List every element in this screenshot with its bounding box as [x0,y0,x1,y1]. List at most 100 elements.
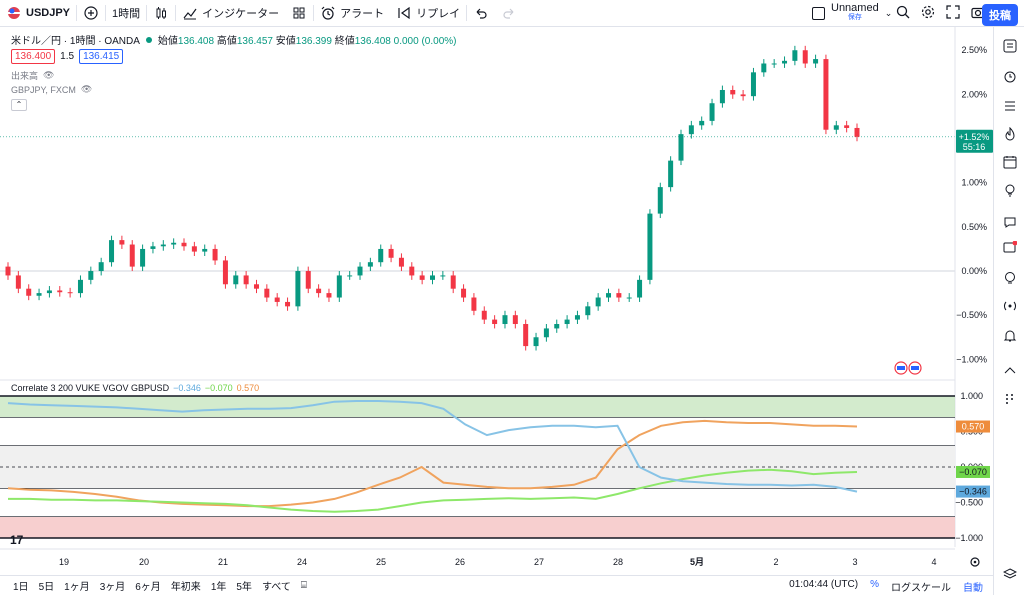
range-button[interactable]: 年初来 [170,582,201,593]
indicators-button[interactable]: インジケーター [176,0,285,27]
range-button[interactable]: 1ヶ月 [64,582,90,593]
low-label: 安値 [275,36,296,47]
candle-body [833,125,839,130]
event-flag-icon[interactable] [908,361,922,375]
calendar-range-icon[interactable]: ⌸ [300,580,307,591]
compare-legend[interactable]: GBPJPY, FXCM 👁 [11,84,92,95]
status-dot [145,36,152,43]
chart-area[interactable]: 2.50%2.00%1.50%1.00%0.50%0.00%−0.50%−1.0… [0,27,993,575]
indicator-legend[interactable]: Correlate 3 200 VUKE VGOV GBPUSD −0.346 … [11,383,259,393]
candle-body [574,315,580,320]
candle-body [212,248,218,261]
log-toggle[interactable]: ログスケール [891,583,951,594]
sell-button[interactable]: 136.400 [11,49,56,64]
event-flag-icon[interactable] [894,361,908,375]
indicator-name: Correlate 3 200 VUKE VGOV GBPUSD [11,383,170,393]
undo-icon [476,8,487,19]
fullscreen-icon[interactable] [945,4,961,20]
more-icon[interactable] [1003,391,1017,405]
buy-button[interactable]: 136.415 [79,49,124,64]
time-tick-label: 2 [773,557,778,567]
gear-icon[interactable] [920,4,936,20]
candle-body [782,60,788,64]
redo-button[interactable] [495,0,523,27]
range-button[interactable]: 3ヶ月 [99,582,126,593]
range-button[interactable]: 6ヶ月 [135,582,161,593]
chart-title[interactable]: 米ドル／円 · 1時間 · OANDA [11,36,140,47]
idea-icon[interactable] [1003,271,1017,285]
broadcast-icon[interactable] [1003,299,1017,313]
range-button[interactable]: 1日 [13,582,29,593]
eye-icon[interactable]: 👁 [80,84,93,94]
candle-body [637,279,643,298]
layers-icon[interactable] [1003,567,1017,581]
chart-canvas[interactable]: 2.50%2.00%1.50%1.00%0.50%0.00%−0.50%−1.0… [0,27,993,575]
chart-type-button[interactable] [147,0,175,27]
watchlist-icon[interactable] [1003,39,1017,53]
compare-button[interactable] [77,0,105,27]
price-tick-label: 0.00% [961,266,987,276]
percent-toggle[interactable]: % [870,579,879,590]
candle-body [419,275,425,280]
candle-body [616,293,622,298]
layout-name[interactable]: Unnamed 保存 ⌄ [812,3,892,23]
range-button[interactable]: 5日 [38,582,55,593]
volume-legend[interactable]: 出来高 👁 [11,69,54,82]
alert-button[interactable]: アラート [314,0,390,27]
list-icon[interactable] [1003,99,1017,113]
candle-body [750,72,756,97]
candle-body [668,160,674,188]
candle-body [440,275,446,277]
replay-label: リプレイ [416,8,461,20]
candle-body [171,242,177,245]
search-icon[interactable] [895,4,911,20]
bottom-bar: 1日 5日 1ヶ月 3ヶ月 6ヶ月 年初来 1年 5年 すべて ⌸ 01:04:44 (UTC)… [0,575,993,595]
time-tick-label: 27 [534,557,544,567]
indicator-value-blue: −0.346 [173,383,201,393]
tradingview-logo-icon: 17 [10,533,24,547]
candle-body [119,240,125,245]
time-axis[interactable]: 19 20 21 24 25 26 27 28 5月 2 3 4 17 [0,533,980,567]
axis-settings-gear-icon[interactable] [970,557,980,567]
layouts-button[interactable] [285,0,313,27]
replay-button[interactable]: リプレイ [390,0,466,27]
range-button[interactable]: 1年 [210,582,227,593]
candle-body [761,63,767,73]
price-tick-label: −1.00% [956,354,987,364]
gear-ring [970,557,980,567]
publish-button[interactable]: 投稿 [982,4,1018,26]
time-tick-label: 4 [931,557,936,567]
top-toolbar: USDJPY 1時間 インジケーター アラート リプレイ Unnamed 保存 … [0,0,1024,27]
message-icon[interactable] [1003,241,1017,255]
lightbulb-icon[interactable] [1003,183,1017,197]
alarm-icon [321,6,335,20]
symbol-search[interactable]: USDJPY [0,0,76,27]
candle-body [802,50,808,64]
eye-icon[interactable]: 👁 [43,70,55,80]
candle-body [357,266,363,276]
indicator-value-label: −0.070 [959,467,987,477]
collapse-legend-button[interactable]: ⌃ [11,99,27,111]
time-tick-label: 24 [297,557,307,567]
alarm-clock-icon[interactable] [1003,69,1017,83]
candle-body [606,293,612,298]
range-button[interactable]: 5年 [236,582,252,593]
indicator-value-badge [956,465,990,478]
candle-body [823,59,829,130]
interval-button[interactable]: 1時間 [106,0,146,27]
candle-body [388,248,394,258]
undo-button[interactable] [467,0,495,27]
candle-body [295,271,301,307]
expand-icon[interactable] [1003,365,1017,379]
fire-icon[interactable] [1003,127,1017,141]
layout-status: 保存 [847,14,862,21]
calendar-icon[interactable] [1003,155,1017,169]
range-button[interactable]: すべて [261,582,291,593]
auto-toggle[interactable]: 自動 [963,583,983,594]
indicators-label: インジケーター [202,8,280,20]
bell-icon[interactable] [1003,329,1017,343]
indicator-value-label: −0.346 [959,487,987,497]
chat-icon[interactable] [1003,215,1017,229]
price-axis[interactable]: 2.50%2.00%1.50%1.00%0.50%0.00%−0.50%−1.0… [955,45,993,543]
clock[interactable]: 01:04:44 (UTC) [789,579,859,590]
